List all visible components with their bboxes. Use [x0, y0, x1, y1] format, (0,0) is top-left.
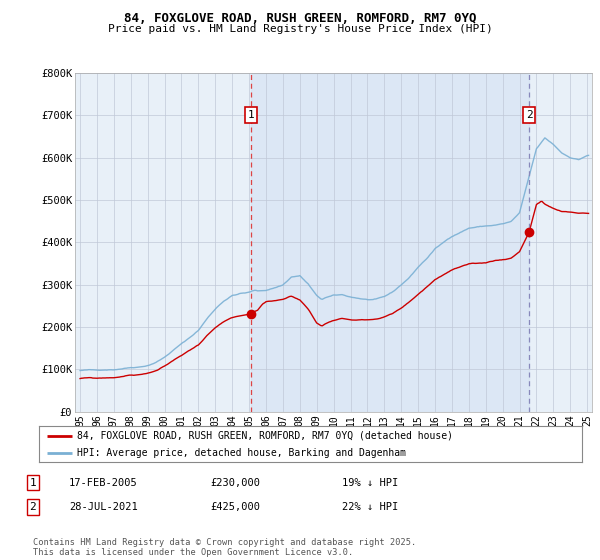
Text: 2: 2 [526, 110, 533, 120]
Text: 22% ↓ HPI: 22% ↓ HPI [342, 502, 398, 512]
Text: Price paid vs. HM Land Registry's House Price Index (HPI): Price paid vs. HM Land Registry's House … [107, 24, 493, 34]
Text: 84, FOXGLOVE ROAD, RUSH GREEN, ROMFORD, RM7 0YQ: 84, FOXGLOVE ROAD, RUSH GREEN, ROMFORD, … [124, 12, 476, 25]
Text: HPI: Average price, detached house, Barking and Dagenham: HPI: Average price, detached house, Bark… [77, 448, 406, 458]
Text: 19% ↓ HPI: 19% ↓ HPI [342, 478, 398, 488]
Text: 17-FEB-2005: 17-FEB-2005 [69, 478, 138, 488]
Text: 1: 1 [29, 478, 37, 488]
Text: £230,000: £230,000 [210, 478, 260, 488]
Text: 1: 1 [248, 110, 254, 120]
Bar [251, 73, 529, 412]
Text: 84, FOXGLOVE ROAD, RUSH GREEN, ROMFORD, RM7 0YQ (detached house): 84, FOXGLOVE ROAD, RUSH GREEN, ROMFORD, … [77, 431, 453, 441]
Text: Contains HM Land Registry data © Crown copyright and database right 2025.
This d: Contains HM Land Registry data © Crown c… [33, 538, 416, 557]
Text: 2: 2 [29, 502, 37, 512]
Text: £425,000: £425,000 [210, 502, 260, 512]
Text: 28-JUL-2021: 28-JUL-2021 [69, 502, 138, 512]
